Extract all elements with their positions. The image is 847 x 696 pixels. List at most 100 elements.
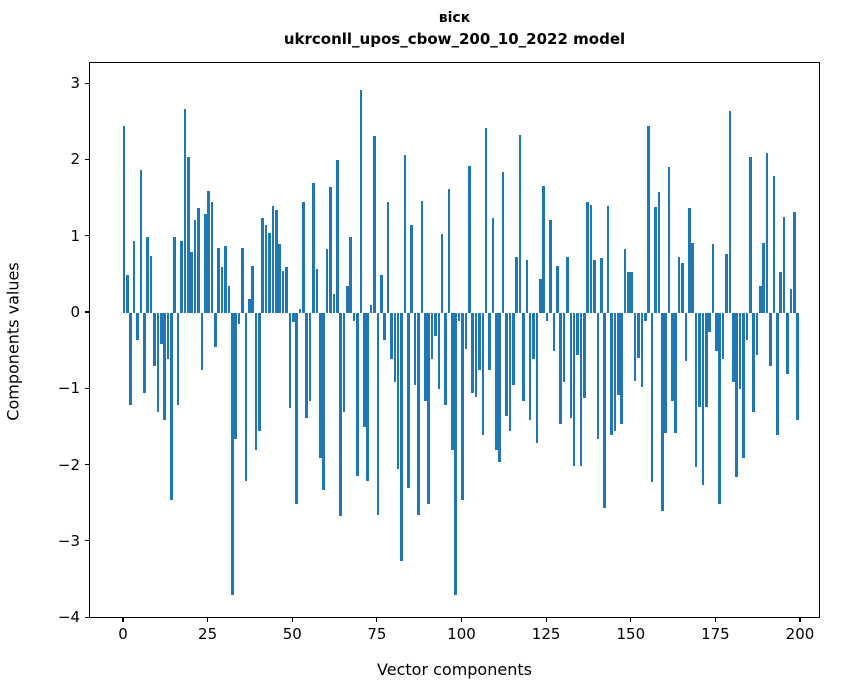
- bar: [474, 313, 478, 397]
- chart-title-model: ukrconll_upos_cbow_200_10_2022 model: [283, 30, 626, 48]
- bar: [214, 313, 217, 348]
- bar: [383, 313, 386, 340]
- bar: [752, 313, 755, 413]
- bar: [464, 313, 468, 349]
- bar: [335, 160, 339, 313]
- bar: [244, 313, 248, 481]
- bar: [437, 313, 441, 390]
- x-tick-mark: [291, 618, 293, 622]
- bar: [677, 257, 681, 313]
- bar: [779, 271, 782, 313]
- bar: [461, 313, 464, 500]
- x-axis-label: Vector components: [377, 660, 532, 679]
- bar: [278, 244, 281, 313]
- bar: [207, 190, 210, 313]
- plot-area: [89, 62, 820, 618]
- bar: [495, 313, 498, 451]
- bar: [352, 313, 356, 321]
- bar: [660, 313, 664, 512]
- bar: [454, 313, 458, 596]
- bar: [210, 202, 214, 313]
- bar: [782, 216, 786, 313]
- bar: [572, 313, 576, 466]
- y-tick-label: 1: [70, 226, 80, 245]
- bar: [681, 262, 684, 313]
- bar: [457, 313, 461, 321]
- bar: [302, 202, 305, 313]
- bar: [569, 313, 573, 419]
- x-tick-mark: [376, 618, 378, 622]
- bar: [386, 202, 390, 313]
- bar: [488, 313, 491, 371]
- bar: [139, 169, 143, 313]
- y-tick-label: −1: [57, 379, 80, 398]
- bar: [258, 313, 261, 432]
- bar: [295, 313, 298, 504]
- bar: [694, 313, 698, 468]
- bar: [234, 313, 237, 439]
- bar: [772, 176, 776, 313]
- bar: [691, 242, 694, 313]
- bar: [346, 286, 349, 313]
- bar: [122, 126, 126, 313]
- bar: [742, 313, 745, 458]
- bar: [163, 313, 166, 420]
- chart-title-word: віск: [438, 10, 471, 26]
- bar: [366, 313, 369, 481]
- bar: [579, 313, 583, 466]
- bar: [559, 313, 562, 424]
- bar: [329, 187, 332, 313]
- bar: [620, 313, 623, 424]
- x-tick-label: 50: [282, 625, 302, 643]
- bar: [545, 313, 549, 321]
- bar: [478, 313, 481, 371]
- bar: [518, 135, 522, 313]
- bar: [627, 271, 630, 313]
- bar: [515, 257, 518, 313]
- bar: [593, 260, 596, 313]
- bar: [505, 313, 508, 416]
- bar: [549, 219, 552, 313]
- bar: [298, 309, 302, 313]
- bar: [481, 313, 485, 436]
- bar: [231, 313, 234, 596]
- bar: [562, 313, 566, 382]
- bar: [173, 236, 177, 313]
- bar: [159, 313, 163, 344]
- bar: [451, 313, 454, 451]
- bar: [657, 192, 661, 313]
- bar: [227, 286, 231, 313]
- bar: [471, 313, 474, 394]
- bar: [200, 313, 204, 371]
- bar: [542, 186, 546, 313]
- bar: [532, 313, 535, 359]
- bar: [511, 313, 515, 386]
- y-tick-mark: [85, 616, 89, 618]
- bar: [647, 126, 650, 313]
- bar: [322, 313, 325, 491]
- bar: [643, 313, 647, 321]
- bar: [555, 265, 559, 313]
- bar: [762, 242, 766, 313]
- x-tick-label: 200: [785, 625, 815, 643]
- bar: [776, 313, 779, 436]
- bar: [623, 248, 627, 313]
- bar: [156, 313, 160, 413]
- bar: [640, 313, 644, 387]
- y-tick-mark: [85, 158, 89, 160]
- bar: [197, 207, 200, 313]
- bar: [467, 165, 471, 313]
- bar: [616, 313, 620, 396]
- bar: [146, 236, 149, 313]
- y-tick-label: −3: [57, 531, 80, 550]
- bar: [711, 244, 715, 313]
- x-tick-label: 150: [616, 625, 646, 643]
- bar: [288, 313, 292, 409]
- bar: [224, 245, 227, 313]
- bar: [281, 271, 285, 313]
- bar: [718, 313, 722, 504]
- y-tick-label: −4: [57, 608, 80, 627]
- bar: [701, 313, 705, 485]
- bar: [339, 313, 342, 516]
- x-tick-label: 125: [531, 625, 561, 643]
